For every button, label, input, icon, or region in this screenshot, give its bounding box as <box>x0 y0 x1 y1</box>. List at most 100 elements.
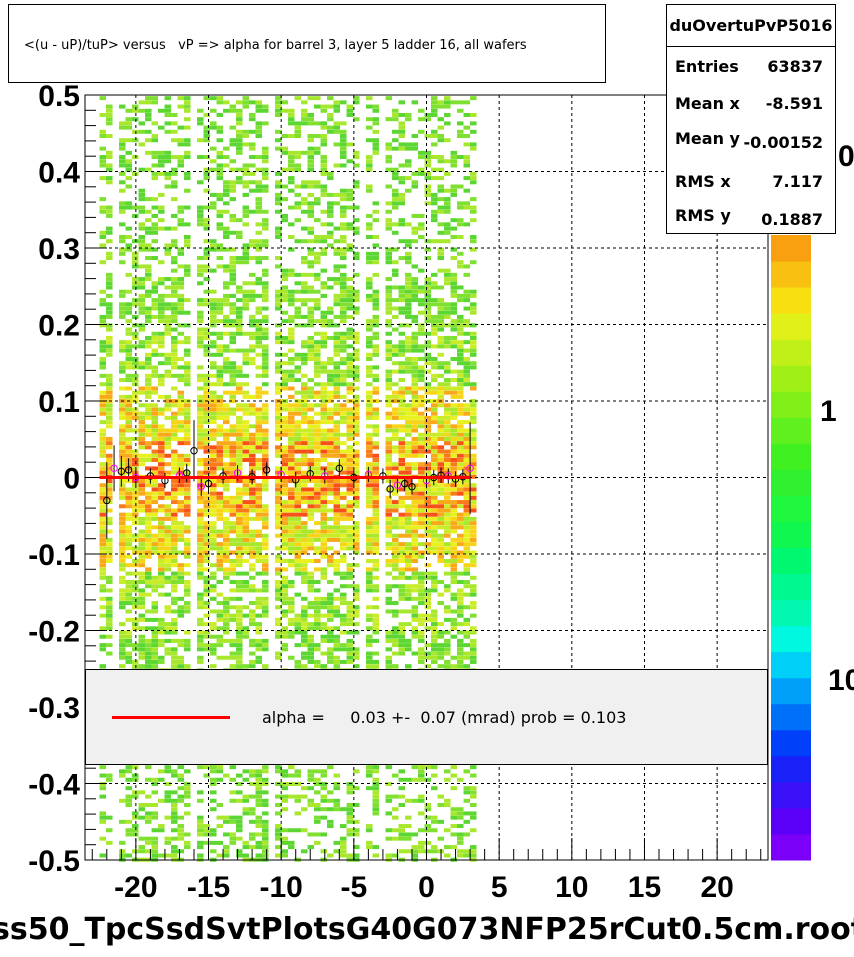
heatmap-cell <box>411 853 419 858</box>
heatmap-cell <box>203 264 211 269</box>
heatmap-cell <box>418 289 425 294</box>
heatmap-cell <box>320 432 328 437</box>
heatmap-cell <box>236 298 243 303</box>
heatmap-cell <box>125 596 133 601</box>
heatmap-cell <box>294 298 302 303</box>
heatmap-cell <box>275 420 282 425</box>
heatmap-cell <box>281 647 289 652</box>
heatmap-cell <box>398 449 406 454</box>
heatmap-cell <box>242 129 250 134</box>
heatmap-cell <box>216 163 224 168</box>
heatmap-cell <box>262 369 269 374</box>
heatmap-cell <box>119 121 126 126</box>
heatmap-cell <box>151 247 159 252</box>
heatmap-cell <box>249 348 256 353</box>
heatmap-cell <box>119 306 126 311</box>
heatmap-cell <box>392 230 399 235</box>
heatmap-cell <box>177 765 185 770</box>
heatmap-cell <box>164 445 172 450</box>
heatmap-cell <box>145 819 152 824</box>
heatmap-cell <box>398 310 406 315</box>
heatmap-cell <box>385 466 393 471</box>
heatmap-cell <box>418 348 425 353</box>
heatmap-cell <box>158 584 165 589</box>
heatmap-cell <box>385 222 393 227</box>
heatmap-cell <box>216 424 224 429</box>
heatmap-cell <box>411 428 419 433</box>
heatmap-cell <box>242 500 250 505</box>
heatmap-cell <box>138 100 146 105</box>
heatmap-cell <box>405 289 412 294</box>
heatmap-cell <box>177 399 185 404</box>
heatmap-cell <box>307 613 315 618</box>
heatmap-cell <box>288 655 295 660</box>
heatmap-cell <box>398 201 406 206</box>
heatmap-cell <box>138 790 146 795</box>
heatmap-cell <box>145 340 152 345</box>
heatmap-cell <box>392 138 399 143</box>
heatmap-cell <box>281 521 289 526</box>
heatmap-cell <box>366 382 373 387</box>
heatmap-cell <box>216 546 224 551</box>
heatmap-cell <box>242 205 250 210</box>
heatmap-cell <box>398 125 406 130</box>
heatmap-cell <box>418 462 425 467</box>
heatmap-cell <box>216 500 224 505</box>
heatmap-cell <box>275 765 282 770</box>
heatmap-cell <box>385 609 393 614</box>
heatmap-cell <box>314 365 321 370</box>
heatmap-cell <box>314 659 321 664</box>
heatmap-cell <box>314 457 321 462</box>
heatmap-cell <box>275 449 282 454</box>
heatmap-cell <box>249 554 256 559</box>
heatmap-cell <box>242 213 250 218</box>
heatmap-cell <box>288 491 295 496</box>
heatmap-cell <box>411 537 419 542</box>
heatmap-cell <box>210 436 217 441</box>
heatmap-cell <box>385 487 393 492</box>
heatmap-cell <box>424 626 432 631</box>
heatmap-cell <box>405 449 412 454</box>
heatmap-cell <box>177 655 185 660</box>
heatmap-cell <box>249 617 256 622</box>
heatmap-cell <box>372 798 380 803</box>
heatmap-cell <box>366 125 373 130</box>
heatmap-cell <box>236 176 243 181</box>
heatmap-cell <box>288 584 295 589</box>
heatmap-cell <box>255 335 263 340</box>
heatmap-cell <box>106 516 113 521</box>
heatmap-cell <box>151 840 159 845</box>
heatmap-cell <box>320 335 328 340</box>
heatmap-cell <box>275 361 282 366</box>
heatmap-cell <box>340 479 347 484</box>
heatmap-cell <box>301 260 308 265</box>
heatmap-cell <box>275 411 282 416</box>
heatmap-cell <box>320 222 328 227</box>
heatmap-cell <box>164 563 172 568</box>
heatmap-cell <box>301 483 308 488</box>
heatmap-cell <box>138 571 146 576</box>
heatmap-cell <box>353 226 360 231</box>
heatmap-cell <box>327 651 334 656</box>
heatmap-cell <box>353 163 360 168</box>
heatmap-cell <box>171 436 178 441</box>
heatmap-cell <box>151 373 159 378</box>
heatmap-cell <box>242 811 250 816</box>
heatmap-cell <box>210 849 217 854</box>
heatmap-cell <box>132 828 139 833</box>
heatmap-cell <box>288 293 295 298</box>
heatmap-cell <box>307 786 315 791</box>
heatmap-cell <box>288 537 295 542</box>
heatmap-cell <box>164 605 172 610</box>
heatmap-cell <box>229 512 237 517</box>
heatmap-cell <box>132 285 139 290</box>
heatmap-cell <box>151 584 159 589</box>
heatmap-cell <box>275 365 282 370</box>
heatmap-cell <box>372 390 380 395</box>
heatmap-cell <box>418 394 425 399</box>
heatmap-cell <box>171 314 178 319</box>
heatmap-cell <box>353 651 360 656</box>
heatmap-cell <box>392 390 399 395</box>
heatmap-cell <box>171 386 178 391</box>
heatmap-cell <box>255 420 263 425</box>
